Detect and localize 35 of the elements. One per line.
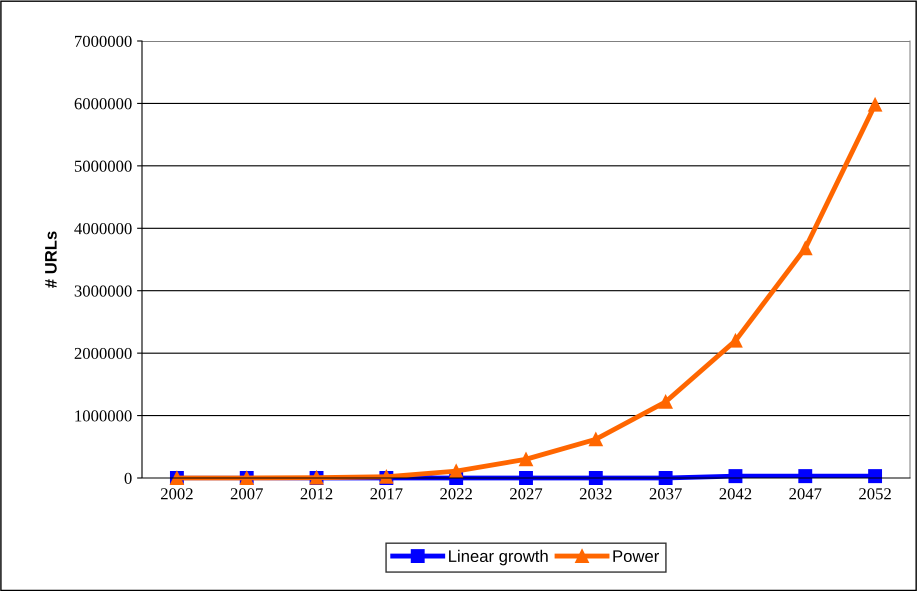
legend-label: Linear growth bbox=[449, 550, 548, 566]
y-tick-label: 7000000 bbox=[75, 36, 132, 47]
x-tick-label: 2012 bbox=[300, 488, 332, 500]
point bbox=[658, 394, 673, 409]
y-tick-label: 5000000 bbox=[74, 160, 132, 172]
x-tick-label: 2037 bbox=[650, 488, 682, 500]
x-tick-label: 2007 bbox=[230, 488, 263, 500]
point bbox=[868, 469, 882, 484]
point bbox=[588, 471, 603, 485]
x-tick-label: 2002 bbox=[160, 488, 193, 500]
x-tick-label: 2027 bbox=[510, 488, 542, 500]
x-tick-label: 2032 bbox=[580, 488, 612, 500]
y-axis-title: # URLs bbox=[45, 231, 57, 288]
point bbox=[588, 432, 603, 446]
x-tick-label: 2022 bbox=[440, 488, 472, 500]
x-tick-label: 2052 bbox=[859, 488, 891, 500]
y-tick-label: 4000000 bbox=[74, 222, 132, 234]
x-tick-label: 2017 bbox=[370, 488, 403, 500]
y-tick-label: 6000000 bbox=[74, 98, 132, 110]
x-tick-label: 2047 bbox=[789, 488, 822, 500]
point bbox=[519, 471, 533, 485]
point bbox=[728, 334, 742, 348]
point bbox=[798, 241, 812, 256]
y-tick-label: 0 bbox=[124, 472, 132, 484]
point bbox=[868, 98, 882, 112]
point bbox=[798, 469, 812, 484]
y-tick-label: 3000000 bbox=[74, 285, 132, 297]
point bbox=[449, 464, 464, 478]
legend-label: Power bbox=[613, 550, 659, 562]
x-tick-label: 2042 bbox=[720, 488, 752, 500]
point bbox=[658, 471, 673, 485]
y-tick-label: 2000000 bbox=[74, 348, 132, 360]
point bbox=[519, 452, 533, 466]
point bbox=[728, 469, 742, 484]
y-tick-label: 1000000 bbox=[75, 410, 132, 422]
